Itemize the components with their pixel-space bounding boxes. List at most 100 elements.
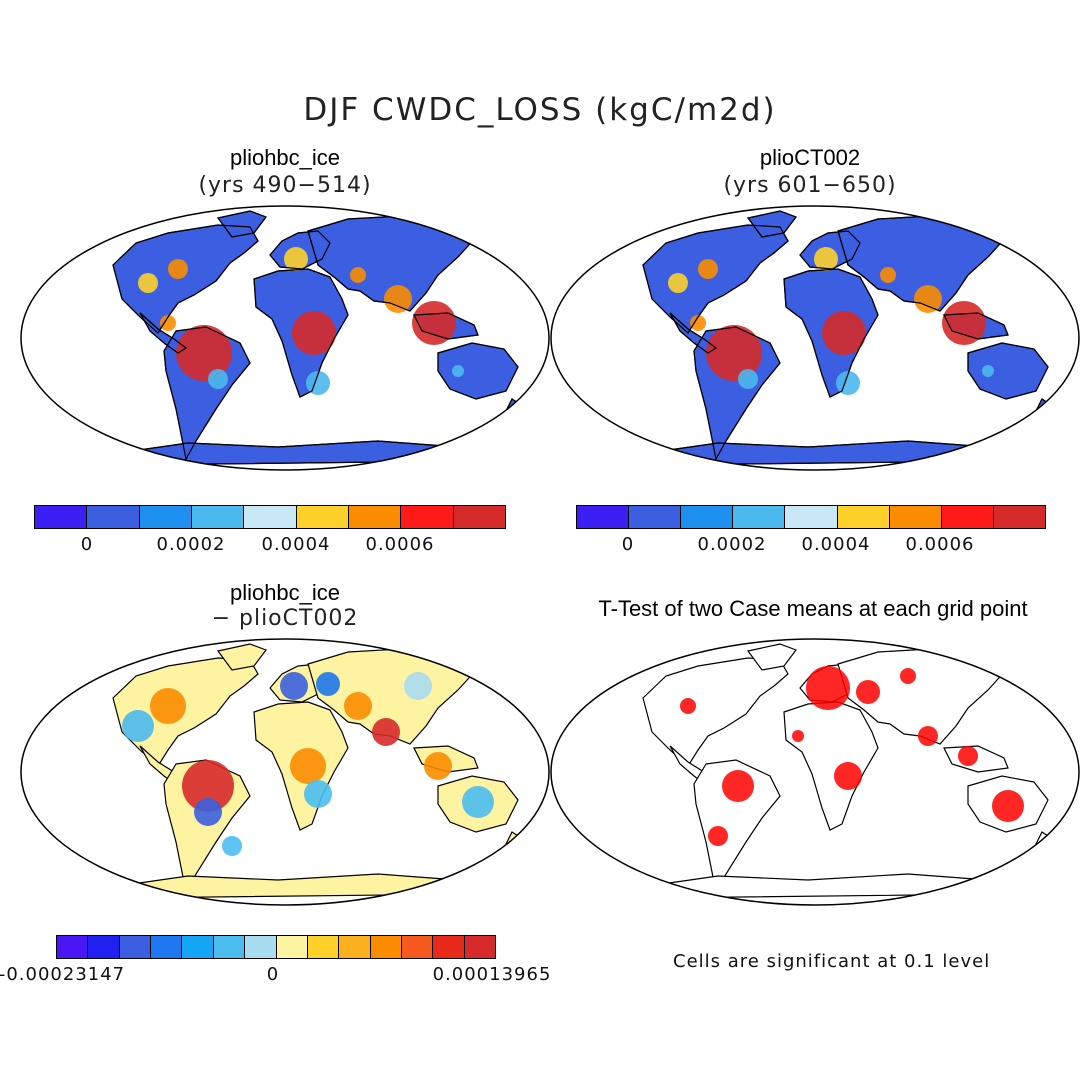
value-patch bbox=[384, 285, 412, 313]
value-patch bbox=[690, 315, 706, 331]
panel-2-map bbox=[550, 205, 1080, 471]
landmass-southAmerica bbox=[693, 759, 781, 894]
colorbar-swatch bbox=[785, 506, 838, 528]
colorbar-swatch bbox=[35, 506, 88, 528]
land-group bbox=[112, 643, 519, 899]
coastline bbox=[413, 312, 479, 340]
panel-2-subtitle: (yrs 601−650) bbox=[723, 173, 897, 198]
colorbar-swatch bbox=[370, 936, 402, 958]
panel-2-title: plioCT002 bbox=[759, 145, 861, 170]
colorbar-tick-label: 0 bbox=[266, 964, 280, 985]
value-patch bbox=[462, 786, 494, 818]
value-patch bbox=[194, 798, 222, 826]
colorbar-swatch bbox=[837, 506, 890, 528]
coastline bbox=[746, 210, 797, 238]
colorbar-swatch bbox=[681, 506, 734, 528]
colorbar-swatch bbox=[88, 936, 120, 958]
colorbar-tick-label: 0.0002 bbox=[697, 534, 767, 555]
colorbar-swatch bbox=[889, 506, 942, 528]
colorbar-tick-label: 0.0006 bbox=[365, 534, 435, 555]
colorbar-swatch bbox=[276, 936, 308, 958]
value-patch bbox=[306, 371, 330, 395]
coastline bbox=[112, 224, 259, 334]
value-patch bbox=[958, 746, 978, 766]
land-group bbox=[642, 210, 1049, 466]
value-patch bbox=[856, 680, 880, 704]
value-patch bbox=[668, 273, 688, 293]
value-patch bbox=[452, 365, 464, 377]
colorbar-swatch bbox=[296, 506, 349, 528]
panel-1-subtitle: (yrs 490−514) bbox=[198, 173, 372, 198]
coastline bbox=[163, 326, 251, 461]
value-patch bbox=[806, 666, 850, 710]
coastline bbox=[783, 268, 879, 398]
value-patch bbox=[138, 273, 158, 293]
value-patch bbox=[344, 692, 372, 720]
colorbar-swatch bbox=[213, 936, 246, 958]
colorbar-swatch bbox=[993, 506, 1045, 528]
value-patch bbox=[424, 752, 452, 780]
landmass-greenland bbox=[216, 643, 267, 671]
value-patch bbox=[160, 315, 176, 331]
colorbar-tick-label: 0.0006 bbox=[905, 534, 975, 555]
value-patch bbox=[372, 718, 400, 746]
map-border bbox=[550, 638, 1080, 906]
coastline bbox=[139, 312, 188, 354]
land-group bbox=[642, 643, 1049, 899]
colorbar-swatch bbox=[464, 936, 496, 958]
value-patch bbox=[900, 668, 916, 684]
coastline bbox=[967, 342, 1049, 400]
colorbar-swatch bbox=[307, 936, 340, 958]
coastline bbox=[253, 268, 349, 398]
value-patch bbox=[182, 760, 234, 812]
panel-4-title: T-Test of two Case means at each grid po… bbox=[598, 596, 1028, 621]
value-patch bbox=[284, 247, 308, 271]
value-patch bbox=[168, 259, 188, 279]
panel-1-title: pliohbc_ice bbox=[229, 145, 341, 170]
colorbar-swatch bbox=[401, 936, 434, 958]
map-border bbox=[20, 638, 550, 906]
value-patch bbox=[316, 672, 340, 696]
colorbar-swatch bbox=[577, 506, 630, 528]
colorbar-swatch bbox=[87, 506, 140, 528]
value-patch bbox=[292, 311, 336, 355]
value-patch bbox=[914, 285, 942, 313]
colorbar-swatch bbox=[629, 506, 682, 528]
coastline bbox=[669, 312, 718, 354]
value-patch bbox=[350, 267, 366, 283]
value-patch bbox=[222, 836, 242, 856]
colorbar-swatch bbox=[151, 936, 183, 958]
value-patch bbox=[918, 726, 938, 746]
coastline bbox=[216, 210, 267, 238]
value-patch bbox=[208, 369, 228, 389]
colorbar-tick-label: 0.00013965 bbox=[432, 964, 552, 985]
colorbar-swatch bbox=[433, 936, 465, 958]
colorbar-swatch bbox=[191, 506, 245, 528]
value-patch bbox=[680, 698, 696, 714]
value-patch bbox=[404, 672, 432, 700]
map-border bbox=[20, 205, 550, 471]
colorbar-swatch bbox=[348, 506, 402, 528]
significance-note: Cells are significant at 0.1 level bbox=[673, 951, 991, 972]
coastline bbox=[269, 230, 331, 270]
colorbar-tick-label: 0 bbox=[621, 534, 635, 555]
colorbar-swatch bbox=[57, 936, 89, 958]
coastline bbox=[437, 342, 519, 400]
colorbar-swatch bbox=[339, 936, 371, 958]
coastline bbox=[693, 326, 781, 461]
panel-3-colorbar bbox=[56, 935, 496, 959]
colorbar-tick-label: -0.00023147 bbox=[0, 964, 126, 985]
value-patch bbox=[834, 762, 862, 790]
panel-3-subtitle: − plioCT002 bbox=[211, 606, 359, 631]
colorbar-swatch bbox=[941, 506, 994, 528]
panel-1-colorbar bbox=[34, 505, 506, 529]
value-patch bbox=[708, 826, 728, 846]
value-patch bbox=[698, 259, 718, 279]
coastline bbox=[943, 312, 1009, 340]
colorbar-tick-label: 0.0004 bbox=[261, 534, 331, 555]
colorbar-swatch bbox=[733, 506, 786, 528]
value-patch bbox=[738, 369, 758, 389]
colorbar-tick-label: 0 bbox=[80, 534, 94, 555]
coastline bbox=[642, 224, 789, 334]
value-patch bbox=[150, 688, 186, 724]
